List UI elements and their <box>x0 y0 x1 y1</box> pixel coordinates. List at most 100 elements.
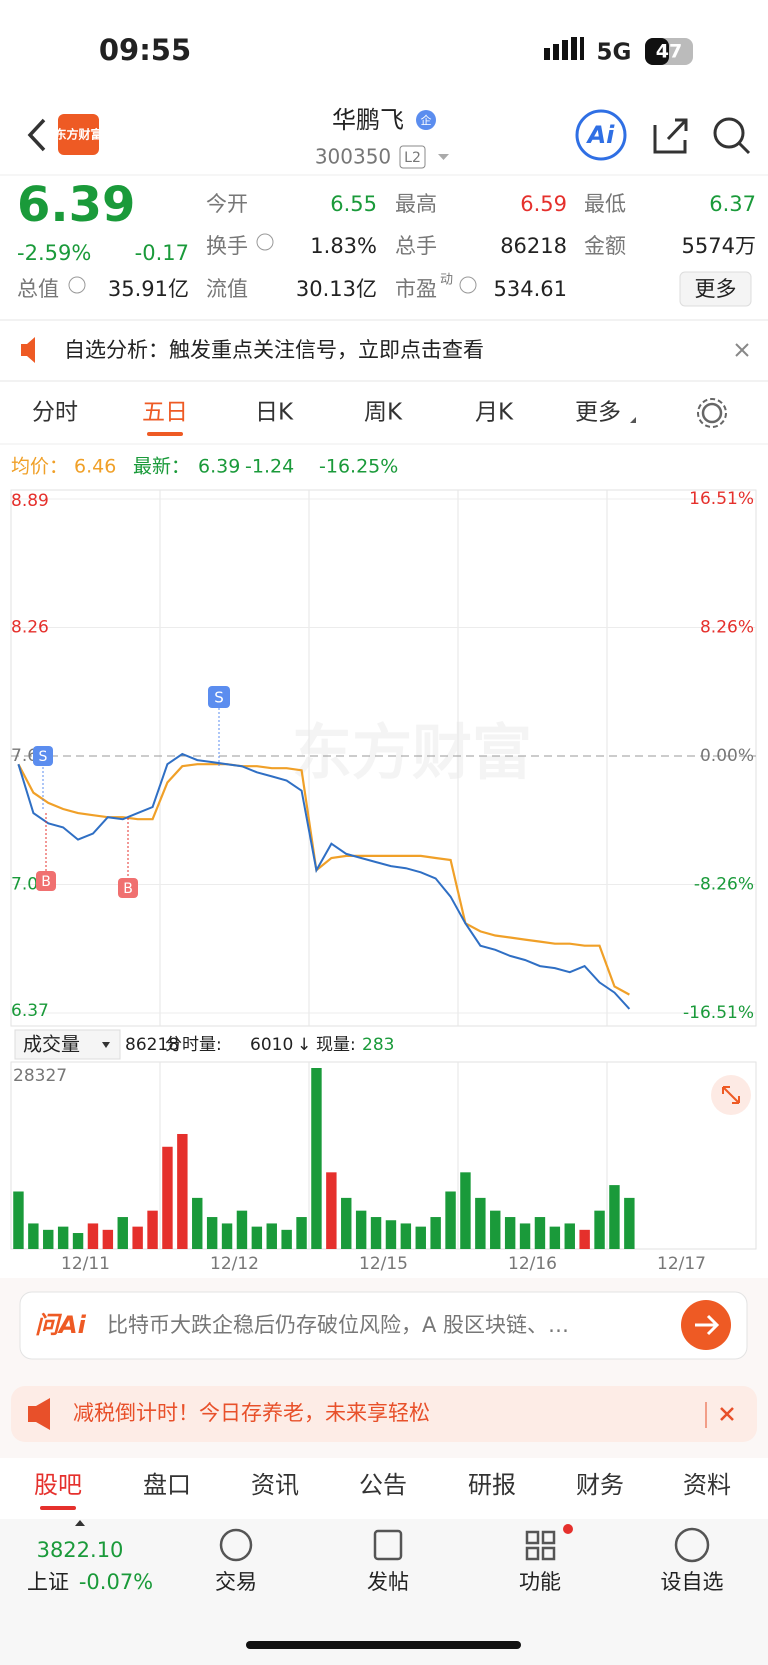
volume-bar <box>385 1220 397 1249</box>
battery-text: 47 <box>656 41 682 63</box>
marker-text: B <box>123 881 133 897</box>
bottom-tab[interactable]: 研报 <box>468 1471 516 1499</box>
stat-label: 总手 <box>395 234 437 258</box>
stat-value: 1.83% <box>310 234 377 258</box>
volume-layer: 28327 12/11 12/12 12/15 12/16 12/17 <box>13 1062 706 1274</box>
stat-value: 6.59 <box>520 192 567 216</box>
volume-bar <box>445 1191 456 1249</box>
volume-select[interactable] <box>14 1029 121 1060</box>
tab[interactable]: 更多 <box>575 400 621 426</box>
index-name: 上证 <box>27 1570 69 1594</box>
ai-input[interactable] <box>19 1291 748 1360</box>
volume-bar <box>296 1217 307 1249</box>
share-button[interactable] <box>653 118 688 154</box>
chart-frame <box>10 489 757 1027</box>
volume-bar <box>475 1197 486 1249</box>
x-tick-label: 12/11 <box>61 1254 110 1274</box>
y-tick-label: 6.37 <box>11 1001 49 1021</box>
volume-bar <box>579 1229 590 1249</box>
volume-bar <box>341 1197 352 1249</box>
search-button[interactable] <box>713 117 745 149</box>
volume-bar <box>311 1068 322 1249</box>
nav-item[interactable]: 设自选 <box>661 1570 724 1594</box>
volume-bar <box>251 1226 263 1249</box>
price: 6.39 <box>17 177 135 233</box>
bottom-tab[interactable]: 盘口 <box>143 1471 191 1499</box>
more-button[interactable] <box>679 271 752 307</box>
y2-tick-label: 0.00% <box>700 746 754 766</box>
bottom-tab[interactable]: 公告 <box>359 1471 407 1499</box>
bottom-tab[interactable]: 资讯 <box>251 1471 299 1499</box>
shape <box>525 1530 540 1545</box>
send-arrow <box>695 1314 720 1336</box>
close-promo[interactable] <box>720 1407 734 1421</box>
pct: -2.59% <box>17 241 91 265</box>
divider <box>0 319 768 321</box>
volume-bar <box>117 1217 128 1249</box>
ai-text: Ai <box>586 121 616 149</box>
y2-tick-label: -16.51% <box>683 1003 754 1023</box>
volume-bar <box>355 1210 367 1249</box>
volume-bar <box>236 1210 248 1249</box>
select-arrow <box>102 1042 110 1048</box>
tab[interactable]: 五日 <box>142 400 188 426</box>
arrow: ↓ <box>297 1035 311 1055</box>
stat-label: 市盈 <box>395 277 437 301</box>
index-pct: -0.07% <box>79 1570 153 1594</box>
more-text: 更多 <box>695 277 737 301</box>
megaphone-icon <box>28 1398 50 1430</box>
expand-icon <box>722 1086 740 1104</box>
volume-bar <box>430 1217 441 1249</box>
last-value: 6.39 <box>198 456 240 478</box>
volume-bar <box>400 1223 412 1249</box>
volume-bar <box>609 1185 620 1249</box>
bottom-tab[interactable]: 财务 <box>576 1471 624 1499</box>
level: L2 <box>404 150 421 166</box>
tabs: 分时 五日 日K 周K 月K 更多 <box>32 400 636 436</box>
volume-bar <box>72 1233 84 1249</box>
nav-item[interactable]: 发帖 <box>367 1570 409 1594</box>
volume-bar <box>192 1197 203 1249</box>
divider <box>0 380 768 382</box>
close-banner[interactable] <box>735 343 749 357</box>
shape <box>541 1530 556 1545</box>
marker <box>208 686 230 708</box>
volume-bar <box>266 1223 277 1249</box>
last-label: 最新： <box>133 456 190 478</box>
tab-underline <box>147 432 183 436</box>
more-arrow <box>630 417 636 423</box>
volume-bar <box>564 1223 575 1249</box>
nav-item[interactable]: 交易 <box>215 1570 257 1594</box>
volume-bar <box>594 1210 605 1249</box>
y2-tick-label: 8.26% <box>700 617 754 637</box>
volume-tick-label: 28327 <box>13 1066 67 1086</box>
avg-value: 6.46 <box>74 456 116 478</box>
tab[interactable]: 分时 <box>32 400 78 426</box>
post-icon <box>373 1529 403 1561</box>
info-icon <box>68 276 86 294</box>
bottom-tab[interactable]: 资料 <box>683 1471 731 1499</box>
settings-button[interactable] <box>701 402 723 424</box>
stat-label: 今开 <box>206 192 248 216</box>
ai-button[interactable] <box>575 109 627 161</box>
stat-label: 金额 <box>584 234 626 258</box>
shape <box>562 40 568 60</box>
tab[interactable]: 日K <box>255 400 294 426</box>
tab[interactable]: 月K <box>475 400 514 426</box>
bottom-tab[interactable]: 股吧 <box>34 1471 82 1499</box>
back-button[interactable] <box>27 118 46 152</box>
shape <box>525 1546 540 1561</box>
marker-text: B <box>41 874 51 890</box>
volume-frame <box>10 1061 757 1250</box>
function-icon <box>525 1530 556 1561</box>
tab[interactable]: 周K <box>364 400 403 426</box>
logo <box>58 114 99 155</box>
marker <box>118 878 138 898</box>
volume-bar <box>549 1226 561 1249</box>
volume-bar <box>87 1223 99 1249</box>
bottom-tabs: 股吧 盘口 资讯 公告 研报 财务 资料 <box>34 1471 731 1510</box>
nav-item[interactable]: 功能 <box>519 1570 561 1594</box>
stat-sup: 动 <box>440 273 453 288</box>
marker <box>33 746 53 766</box>
marker-text: S <box>214 689 224 707</box>
